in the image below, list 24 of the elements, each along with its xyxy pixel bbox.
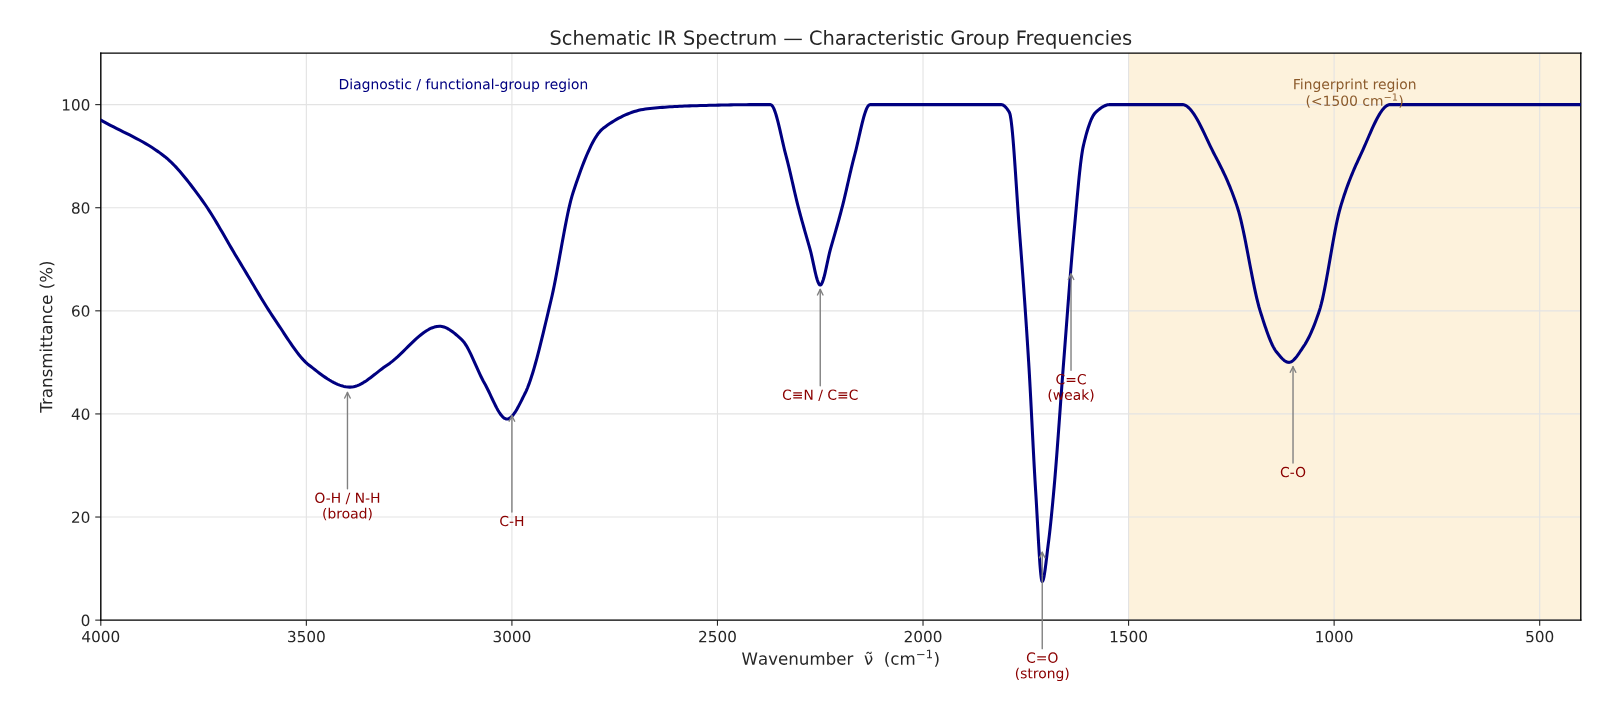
chart-title: Schematic IR Spectrum — Characteristic Group Frequencies (550, 29, 1132, 49)
x-tick-label: 2000 (904, 630, 942, 643)
y-axis-title: Transmittance (%) (39, 261, 55, 413)
x-tick-label: 3500 (288, 630, 325, 643)
x-tick-label: 1000 (1316, 630, 1353, 643)
annotation: C≡N / C≡C (782, 389, 858, 402)
band-label: Fingerprint region (<1500 cm$^{−1}$) (1294, 78, 1416, 108)
y-tick-label: 100 (62, 99, 90, 111)
x-tick-label: 500 (1526, 630, 1554, 643)
annotation: Diagnostic / functional-group region (339, 78, 588, 93)
annotation: C-H (500, 515, 524, 527)
annotation: C=O (strong) (1015, 652, 1069, 682)
y-tick-label: 20 (72, 511, 90, 524)
annotation: O-H / N-H (broad) (315, 492, 380, 521)
x-tick-label: 2500 (699, 630, 736, 643)
y-tick-label: 0 (81, 614, 90, 627)
x-tick-label: 4000 (82, 630, 120, 643)
x-axis-title: Wavenumber ν̃ (cm$^{−1}$) (742, 649, 939, 667)
x-tick-label: 1500 (1110, 630, 1147, 643)
y-tick-label: 80 (71, 202, 90, 214)
x-tick-label: 3000 (493, 630, 531, 643)
annotation: C-O (1280, 466, 1306, 478)
y-tick-label: 40 (71, 408, 90, 420)
y-tick-label: 60 (72, 305, 90, 317)
